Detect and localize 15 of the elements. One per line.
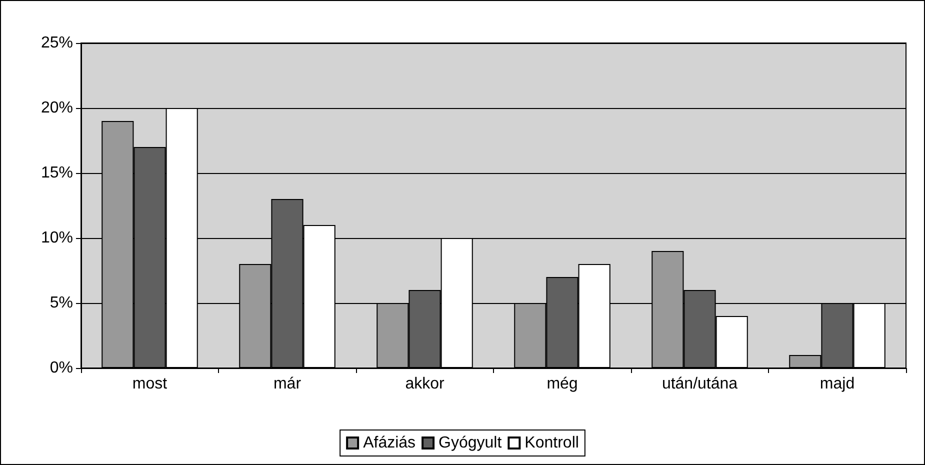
legend-label: Afáziás — [363, 434, 416, 452]
y-tick-label: 0% — [50, 360, 73, 376]
x-tick-label: után/utána — [662, 376, 738, 392]
x-tick-label: majd — [820, 376, 855, 392]
x-tick-label: most — [132, 376, 168, 392]
legend-label: Gyógyult — [438, 434, 502, 452]
y-tick-label: 20% — [40, 100, 73, 116]
y-tick-label: 5% — [50, 294, 73, 312]
x-tick-label: már — [273, 376, 302, 392]
y-tick-label: 25% — [40, 34, 73, 52]
y-tick-label: 10% — [40, 230, 73, 246]
x-tick-label: akkor — [405, 376, 445, 392]
x-tick-label: még — [546, 376, 578, 392]
legend-label: Kontroll — [524, 434, 579, 452]
y-tick-label: 15% — [40, 164, 73, 182]
